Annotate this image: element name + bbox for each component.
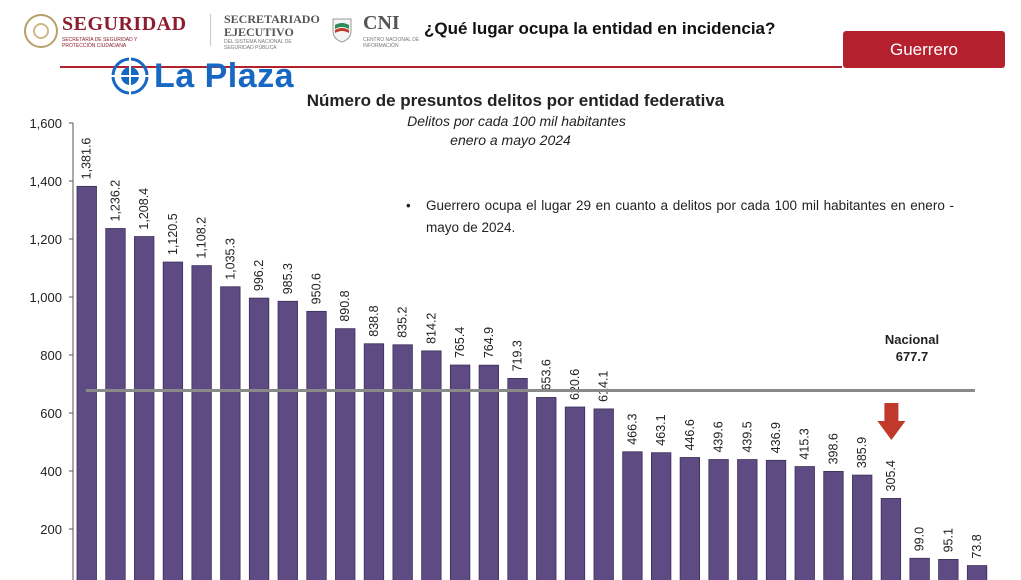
bar-value-label: 73.8 — [970, 534, 984, 558]
bar — [277, 300, 298, 580]
y-tick-label: 200 — [40, 522, 62, 537]
bar-value-label: 620.6 — [568, 369, 582, 400]
bar-value-label: 1,035.3 — [223, 238, 237, 280]
bar-value-label: 838.8 — [367, 305, 381, 336]
bar — [737, 459, 758, 580]
y-tick-label: 1,000 — [29, 290, 62, 305]
chart-subtitle-units: Delitos por cada 100 mil habitantes — [407, 113, 626, 129]
watermark-text: La Plaza — [154, 57, 295, 95]
sesnsp-title-line2: EJECUTIVO — [224, 25, 294, 39]
bar — [507, 378, 528, 580]
bar — [708, 459, 729, 580]
bar — [134, 236, 155, 580]
bar-value-label: 890.8 — [338, 290, 352, 321]
y-tick-label: 1,600 — [29, 116, 62, 131]
bar — [651, 452, 672, 580]
national-label-value: 677.7 — [895, 349, 929, 364]
bar-value-label: 439.6 — [712, 421, 726, 452]
bar — [794, 466, 815, 580]
cni-shield-icon — [332, 18, 352, 43]
bar — [421, 350, 442, 580]
y-tick-label: 1,200 — [29, 232, 62, 247]
bar — [392, 344, 413, 580]
bar-value-label: 385.9 — [855, 437, 869, 468]
bar — [76, 185, 97, 580]
bar-value-label: 99.0 — [913, 527, 927, 551]
bar-value-label: 765.4 — [453, 327, 467, 358]
seguridad-logo-title: SEGURIDAD — [62, 13, 187, 35]
bar-value-label: 985.3 — [281, 263, 295, 294]
bar-value-label: 1,120.5 — [166, 213, 180, 255]
bar-value-label: 719.3 — [511, 340, 525, 371]
bar-value-label: 305.4 — [884, 460, 898, 491]
bar-value-label: 653.6 — [539, 359, 553, 390]
bar — [564, 406, 586, 580]
bar — [823, 471, 844, 580]
globe-logo-icon — [110, 56, 150, 96]
bar-value-label: 436.9 — [769, 422, 783, 453]
bar — [765, 459, 787, 580]
chart-title: Número de presuntos delitos por entidad … — [306, 91, 725, 110]
bar — [478, 364, 499, 580]
bar-value-label: 463.1 — [654, 414, 668, 445]
bar — [622, 451, 643, 580]
bar-value-label: 466.3 — [625, 413, 639, 444]
bar-value-label: 1,236.2 — [108, 180, 122, 222]
cni-logo-subtitle: CENTRO NACIONAL DE INFORMACIÓN — [363, 37, 420, 49]
bar-value-label: 1,381.6 — [80, 138, 94, 180]
bar — [220, 286, 241, 580]
bar-value-label: 996.2 — [252, 260, 266, 291]
bar — [966, 565, 988, 580]
bar-value-label: 814.2 — [424, 313, 438, 344]
chart-subtitle-period: enero a mayo 2024 — [450, 132, 571, 148]
bar — [105, 228, 126, 580]
bar-value-label: 1,108.2 — [195, 217, 209, 259]
header-divider — [210, 14, 211, 46]
chart-annotation: • Guerrero ocupa el lugar 29 en cuanto a… — [406, 195, 954, 239]
state-selector-button[interactable]: Guerrero — [843, 31, 1005, 68]
bar-value-label: 835.2 — [396, 306, 410, 337]
seguridad-logo-subtitle: SECRETARÍA DE SEGURIDAD Y PROTECCIÓN CIU… — [62, 37, 138, 49]
bar — [938, 559, 959, 580]
y-tick-label: 800 — [40, 348, 62, 363]
bar — [191, 265, 212, 580]
bar-value-label: 446.6 — [683, 419, 697, 450]
annotation-bullet: • — [406, 198, 411, 213]
page-question-title: ¿Qué lugar ocupa la entidad en incidenci… — [424, 19, 776, 38]
bar — [593, 408, 614, 580]
bar-value-label: 398.6 — [826, 433, 840, 464]
sesnsp-title-line1: SECRETARIADO — [224, 12, 320, 26]
bar — [449, 364, 471, 580]
bar — [363, 343, 385, 580]
bar-value-label: 439.5 — [740, 421, 754, 452]
annotation-text: Guerrero ocupa el lugar 29 en cuanto a d… — [426, 198, 954, 235]
y-tick-label: 600 — [40, 406, 62, 421]
sesnsp-logo-subtitle: DEL SISTEMA NACIONAL DE SEGURIDAD PÚBLIC… — [224, 39, 292, 51]
seguridad-seal-logo — [24, 14, 58, 48]
bar — [335, 328, 356, 580]
header-accent-line — [60, 66, 842, 68]
bar — [536, 397, 557, 580]
national-label-name: Nacional — [884, 332, 940, 347]
bar — [909, 557, 930, 580]
bar-value-label: 1,208.4 — [137, 188, 151, 230]
y-tick-label: 1,400 — [29, 174, 62, 189]
cni-logo-title: CNI — [363, 12, 400, 34]
highlight-arrow-icon — [877, 403, 906, 440]
bar — [852, 474, 873, 580]
bar-value-label: 950.6 — [310, 273, 324, 304]
bar — [306, 310, 327, 580]
bar — [248, 297, 270, 580]
sesnsp-logo-title: SECRETARIADO EJECUTIVO — [224, 13, 320, 39]
bar-value-label: 95.1 — [941, 528, 955, 552]
bar-value-label: 415.3 — [798, 428, 812, 459]
national-average-label: Nacional 677.7 — [862, 331, 962, 365]
bar — [162, 261, 184, 580]
bar — [880, 498, 902, 580]
bar-value-label: 764.9 — [482, 327, 496, 358]
bar-value-label: 614.1 — [597, 371, 611, 402]
y-tick-label: 400 — [40, 464, 62, 479]
bar — [679, 457, 701, 580]
